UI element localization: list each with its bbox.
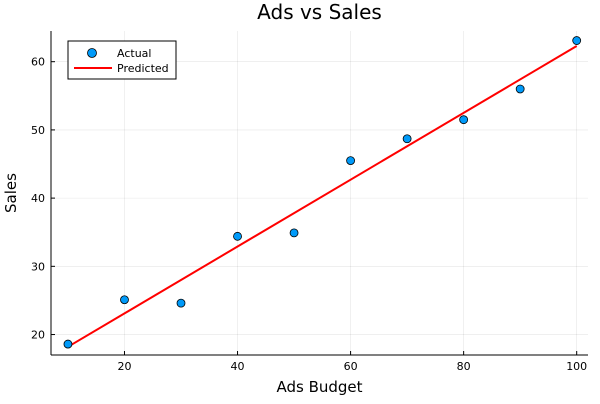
x-tick-label: 100: [566, 360, 587, 373]
legend-marker-actual: [87, 48, 97, 58]
grid: [51, 31, 588, 355]
y-tick-label: 50: [31, 124, 45, 137]
series-line-predicted: [67, 45, 578, 348]
x-tick-label: 40: [231, 360, 245, 373]
data-point-actual: [572, 36, 582, 45]
y-tick-label: 30: [31, 260, 45, 273]
data-point-actual: [120, 295, 129, 305]
data-point-actual: [289, 228, 299, 238]
x-axis-label: Ads Budget: [276, 378, 362, 396]
y-tick-label: 40: [31, 192, 45, 205]
chart-title: Ads vs Sales: [257, 0, 382, 24]
legend-label-predicted: Predicted: [117, 62, 169, 75]
legend: Actual Predicted: [67, 40, 177, 80]
x-tick-label: 60: [344, 360, 358, 373]
axes: 20 40 60 80 100 20 30 40 50 60: [31, 31, 588, 373]
x-tick-label: 80: [457, 360, 471, 373]
data-point-actual: [402, 134, 412, 144]
legend-label-actual: Actual: [117, 47, 151, 60]
data-point-actual: [459, 115, 469, 125]
y-axis-label: Sales: [2, 173, 20, 213]
data-point-actual: [63, 339, 73, 349]
plot-area: [63, 36, 582, 349]
data-point-actual: [515, 84, 525, 94]
y-tick-label: 60: [31, 56, 45, 69]
data-point-actual: [346, 156, 355, 166]
x-tick-label: 20: [117, 360, 131, 373]
legend-box: [67, 40, 177, 80]
y-tick-label: 20: [31, 329, 45, 342]
data-point-actual: [176, 298, 186, 308]
data-point-actual: [233, 231, 242, 241]
